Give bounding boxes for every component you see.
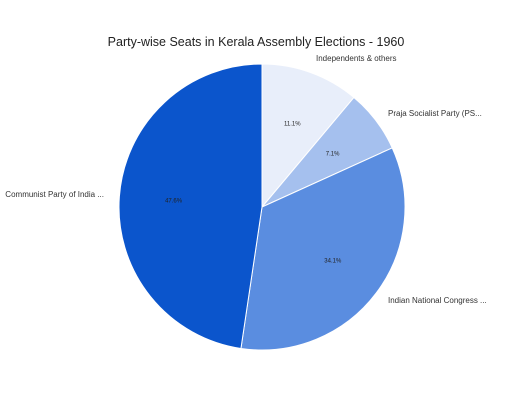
slice-labels: Independents & others Praja Socialist Par… — [5, 54, 486, 305]
pie-slice[interactable] — [240, 147, 406, 351]
slice-percent-label: 11.1% — [284, 122, 301, 128]
slice-percent-label: 34.1% — [324, 258, 342, 264]
slice-percent-label: 7.1% — [326, 151, 340, 157]
pie-slice[interactable] — [118, 63, 263, 350]
slice-label: Communist Party of India ... — [5, 190, 104, 199]
pie-slices — [118, 63, 406, 351]
pie-slice[interactable] — [261, 63, 355, 209]
slice-label: Praja Socialist Party (PS... — [388, 109, 482, 118]
slice-label: Indian National Congress ... — [388, 296, 487, 305]
chart-title: Party-wise Seats in Kerala Assembly Elec… — [108, 35, 405, 49]
slice-label: Independents & others — [316, 54, 397, 63]
percent-labels: 11.1% 7.1% 34.1% 47.6% — [165, 122, 342, 265]
slice-percent-label: 47.6% — [165, 198, 183, 204]
